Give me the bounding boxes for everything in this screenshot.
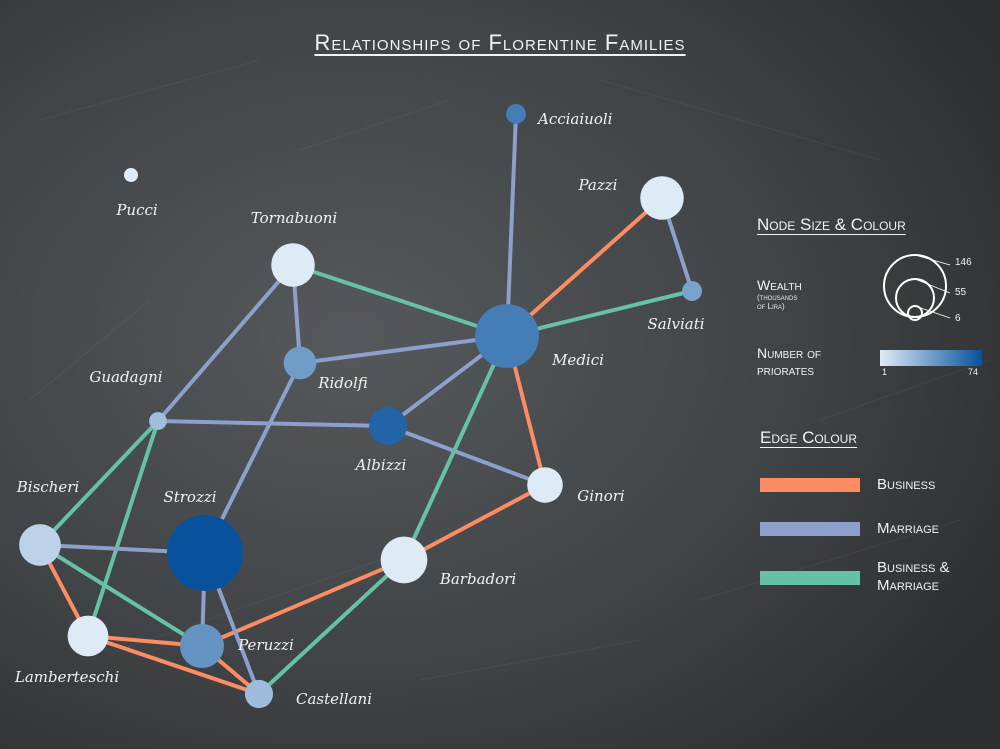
node-peruzzi — [179, 623, 225, 669]
node-pazzi — [640, 176, 684, 220]
edge-albizzi-ginori — [386, 424, 547, 487]
label-acciaiuoli: Acciaiuoli — [536, 110, 613, 128]
label-pucci: Pucci — [115, 201, 158, 219]
label-barbadori: Barbadori — [439, 570, 516, 588]
edge-barbadori-ginori — [402, 483, 547, 562]
edge-lamberteschi-castellani — [86, 634, 261, 696]
node-lamberteschi — [67, 615, 109, 657]
business-marriage-label-line2: Marriage — [877, 577, 940, 594]
edge-tornabuoni-guadagni — [156, 263, 295, 423]
wealth-label: Wealth — [757, 277, 802, 293]
node-tornabuoni — [271, 243, 315, 287]
wealth-tick-medium — [914, 278, 951, 294]
label-ridolfi: Ridolfi — [317, 374, 368, 392]
node-guadagni — [149, 412, 167, 430]
edge-tornabuoni-medici — [291, 263, 509, 338]
edge-bischeri-peruzzi — [38, 543, 204, 648]
node-albizzi — [369, 407, 407, 445]
label-ginori: Ginori — [577, 487, 625, 505]
edge-acciaiuoli-medici — [505, 112, 518, 338]
label-castellani: Castellani — [296, 690, 372, 708]
diagram-title: Relationships of Florentine Families — [314, 30, 686, 55]
label-lamberteschi: Lamberteschi — [14, 668, 119, 686]
node-barbadori — [380, 536, 428, 584]
priorates-label-line1: Number of — [757, 345, 821, 361]
node-ginori — [527, 467, 563, 503]
edge-guadagni-lamberteschi — [86, 419, 160, 638]
wealth-tick-large — [914, 254, 951, 266]
wealth-tick-small — [914, 305, 951, 319]
node-salviati — [682, 281, 702, 301]
wealth-legend — [883, 254, 951, 321]
priorates-max-label: 74 — [968, 367, 979, 377]
business-marriage-label-line1: Business & — [877, 559, 950, 576]
label-salviati: Salviati — [647, 315, 704, 333]
label-strozzi: Strozzi — [163, 488, 216, 506]
wealth-tick-label-146: 146 — [955, 257, 972, 268]
label-medici: Medici — [551, 351, 604, 369]
node-castellani — [244, 679, 274, 709]
node-medici — [475, 304, 539, 368]
node-bischeri — [19, 524, 61, 566]
node-legend-heading: Node Size & Colour — [757, 215, 906, 234]
wealth-sub2: of Lira) — [757, 302, 785, 311]
node-ridolfi — [283, 346, 317, 380]
label-peruzzi: Peruzzi — [237, 636, 294, 654]
label-albizzi: Albizzi — [354, 456, 407, 474]
business-label: Business — [877, 476, 936, 493]
edge-barbadori-castellani — [257, 558, 406, 696]
marriage-swatch — [760, 522, 860, 536]
priorates-label-line2: priorates — [757, 362, 815, 378]
priorates-gradient-bar — [880, 350, 982, 366]
business-marriage-swatch — [760, 571, 860, 585]
business-swatch — [760, 478, 860, 492]
edge-ridolfi-medici — [298, 334, 509, 365]
edge-barbadori-medici — [402, 334, 509, 562]
label-guadagni: Guadagni — [89, 368, 162, 386]
edge-legend-heading: Edge Colour — [760, 428, 858, 447]
wealth-sub1: (thousands — [757, 293, 798, 302]
edge-guadagni-bischeri — [38, 419, 160, 547]
label-tornabuoni: Tornabuoni — [251, 209, 338, 227]
edge-pazzi-medici — [505, 196, 664, 338]
marriage-label: Marriage — [877, 520, 940, 537]
edge-albizzi-guadagni — [156, 419, 390, 428]
chalk-scratches — [29, 59, 991, 681]
node-strozzi — [167, 515, 243, 591]
wealth-tick-label-6: 6 — [955, 313, 961, 324]
node-pucci — [124, 168, 138, 182]
priorates-min-label: 1 — [882, 367, 888, 377]
node-acciaiuoli — [506, 104, 526, 124]
wealth-tick-label-55: 55 — [955, 287, 967, 298]
label-bischeri: Bischeri — [16, 478, 80, 496]
label-pazzi: Pazzi — [578, 176, 618, 194]
